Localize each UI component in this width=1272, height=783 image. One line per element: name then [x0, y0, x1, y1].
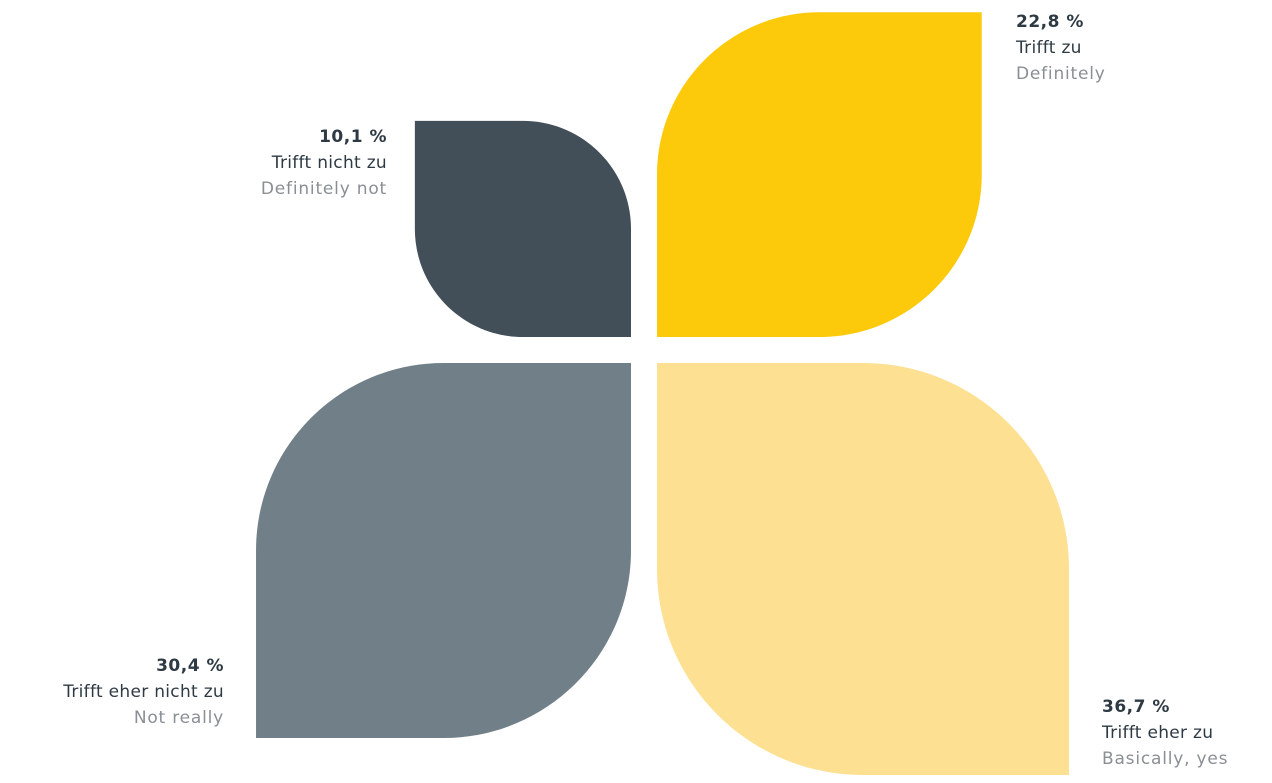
- leaf-not-really: [256, 363, 631, 738]
- leaf-definitely-not: [414, 120, 631, 337]
- english-label-definitely-not: Definitely not: [260, 179, 387, 199]
- english-label-definitely: Definitely: [1016, 64, 1106, 84]
- value-label-basically-yes: 36,7 %: [1102, 697, 1170, 717]
- german-label-definitely-not: Trifft nicht zu: [271, 153, 387, 173]
- leaf-definitely: [657, 12, 982, 338]
- german-label-definitely: Trifft zu: [1016, 38, 1082, 58]
- value-label-not-really: 30,4 %: [156, 656, 224, 676]
- value-label-definitely-not: 10,1 %: [319, 127, 387, 147]
- label-not-really: 30,4 % Trifft eher nicht zu Not really: [63, 653, 224, 731]
- label-definitely: 22,8 % Trifft zu Definitely: [1016, 9, 1106, 87]
- german-label-not-really: Trifft eher nicht zu: [63, 682, 224, 702]
- english-label-not-really: Not really: [133, 708, 224, 728]
- english-label-basically-yes: Basically, yes: [1102, 749, 1229, 769]
- label-basically-yes: 36,7 % Trifft eher zu Basically, yes: [1102, 694, 1228, 772]
- label-definitely-not: 10,1 % Trifft nicht zu Definitely not: [261, 124, 387, 202]
- german-label-basically-yes: Trifft eher zu: [1102, 723, 1214, 743]
- value-label-definitely: 22,8 %: [1016, 12, 1084, 32]
- leaf-basically-yes: [657, 363, 1069, 775]
